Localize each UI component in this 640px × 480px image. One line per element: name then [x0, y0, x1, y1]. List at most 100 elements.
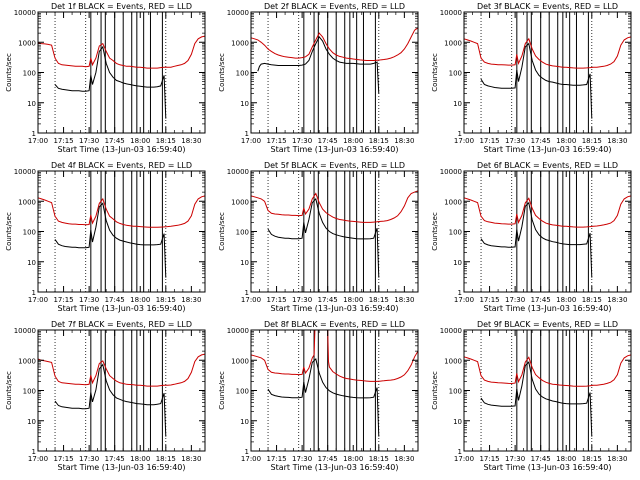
panel-title: Det 3f BLACK = Events, RED = LLD — [477, 2, 618, 11]
x-tick-label: 17:15 — [479, 137, 499, 145]
x-tick-label: 18:15 — [582, 455, 602, 463]
x-tick-label: 17:15 — [266, 455, 286, 463]
y-tick-label: 10 — [27, 418, 36, 426]
panel-det-3: Det 3f BLACK = Events, RED = LLD Counts/s… — [431, 2, 632, 154]
x-tick-label: 18:00 — [130, 137, 150, 145]
y-tick-label: 1000 — [231, 357, 249, 365]
y-tick-label: 10 — [27, 259, 36, 267]
x-tick-label: 18:30 — [607, 137, 627, 145]
y-tick-label: 1000 — [444, 39, 462, 47]
panel-det-5: Det 5f BLACK = Events, RED = LLD Counts/s… — [218, 161, 419, 313]
y-tick-label: 1 — [245, 448, 249, 456]
y-tick-label: 10000 — [227, 327, 249, 335]
x-tick-label: 18:15 — [156, 137, 176, 145]
y-tick-label: 100 — [449, 70, 462, 78]
y-axis-label: Counts/sec — [431, 53, 439, 92]
x-tick-label: 17:15 — [53, 455, 73, 463]
x-tick-label: 17:45 — [105, 137, 125, 145]
y-axis-label: Counts/sec — [218, 212, 226, 251]
x-tick-label: 17:00 — [28, 455, 48, 463]
series-line-events — [54, 202, 167, 278]
x-axis-label: Start Time (13-Jun-03 16:59:40) — [484, 304, 612, 313]
x-tick-label: 17:45 — [105, 455, 125, 463]
plot-frame — [250, 11, 419, 134]
y-tick-label: 10000 — [14, 327, 36, 335]
y-tick-label: 10000 — [440, 9, 462, 17]
y-tick-label: 1 — [32, 448, 36, 456]
series-line-lld — [463, 195, 632, 228]
series-line-events — [480, 201, 593, 278]
panel-det-4: Det 4f BLACK = Events, RED = LLD Counts/s… — [5, 161, 206, 313]
panel-title: Det 4f BLACK = Events, RED = LLD — [51, 161, 192, 170]
x-tick-label: 17:30 — [292, 137, 312, 145]
plot-frame — [463, 329, 632, 452]
y-tick-label: 100 — [23, 70, 36, 78]
x-tick-label: 17:15 — [266, 137, 286, 145]
x-axis-label: Start Time (13-Jun-03 16:59:40) — [484, 463, 612, 472]
plot-frame — [37, 11, 206, 134]
series-line-lld — [463, 36, 632, 69]
y-tick-label: 1 — [458, 289, 462, 297]
x-tick-label: 18:30 — [181, 296, 201, 304]
x-tick-label: 18:15 — [369, 455, 389, 463]
y-tick-label: 1 — [245, 289, 249, 297]
panel-title: Det 6f BLACK = Events, RED = LLD — [477, 161, 618, 170]
y-tick-label: 1000 — [18, 357, 36, 365]
panel-det-9: Det 9f BLACK = Events, RED = LLD Counts/s… — [431, 320, 632, 472]
y-tick-label: 1000 — [231, 39, 249, 47]
y-tick-label: 1 — [458, 448, 462, 456]
x-tick-label: 18:00 — [556, 296, 576, 304]
y-axis-label: Counts/sec — [5, 53, 13, 92]
x-tick-label: 17:45 — [318, 137, 338, 145]
y-tick-label: 10000 — [227, 9, 249, 17]
series-line-events — [267, 358, 380, 437]
x-tick-label: 18:00 — [556, 455, 576, 463]
panel-det-1: Det 1f BLACK = Events, RED = LLD Counts/s… — [5, 2, 206, 154]
x-tick-label: 18:30 — [181, 137, 201, 145]
y-tick-label: 100 — [23, 388, 36, 396]
y-tick-label: 10000 — [440, 327, 462, 335]
y-tick-label: 1 — [458, 130, 462, 138]
x-tick-label: 18:15 — [156, 296, 176, 304]
y-tick-label: 10000 — [14, 168, 36, 176]
x-axis-label: Start Time (13-Jun-03 16:59:40) — [58, 304, 186, 313]
y-tick-label: 10000 — [227, 168, 249, 176]
x-tick-label: 17:15 — [53, 137, 73, 145]
series-line-lld — [463, 354, 632, 387]
x-axis-label: Start Time (13-Jun-03 16:59:40) — [271, 463, 399, 472]
x-tick-label: 17:30 — [292, 296, 312, 304]
x-tick-label: 18:30 — [394, 455, 414, 463]
x-tick-label: 17:00 — [454, 296, 474, 304]
y-tick-label: 10000 — [440, 168, 462, 176]
y-axis-label: Counts/sec — [431, 212, 439, 251]
x-tick-label: 18:30 — [394, 296, 414, 304]
x-tick-label: 17:00 — [454, 137, 474, 145]
x-tick-label: 18:00 — [556, 137, 576, 145]
y-tick-label: 10000 — [14, 9, 36, 17]
x-tick-label: 18:30 — [607, 455, 627, 463]
y-tick-label: 10 — [453, 259, 462, 267]
x-tick-label: 18:15 — [582, 296, 602, 304]
series-line-lld — [250, 329, 419, 382]
y-tick-label: 1 — [32, 130, 36, 138]
series-line-lld — [37, 195, 206, 228]
x-tick-label: 18:00 — [130, 296, 150, 304]
y-tick-label: 1 — [32, 289, 36, 297]
y-tick-label: 100 — [236, 70, 249, 78]
y-tick-label: 10 — [453, 418, 462, 426]
x-tick-label: 17:30 — [79, 296, 99, 304]
plot-frame — [463, 11, 632, 134]
series-line-lld — [37, 35, 206, 69]
series-line-events — [54, 363, 167, 437]
panel-det-7: Det 7f BLACK = Events, RED = LLD Counts/s… — [5, 320, 206, 472]
x-tick-label: 18:30 — [607, 296, 627, 304]
series-line-events — [257, 35, 380, 94]
x-tick-label: 17:30 — [505, 296, 525, 304]
y-tick-label: 100 — [449, 388, 462, 396]
panel-title: Det 8f BLACK = Events, RED = LLD — [264, 320, 405, 329]
panel-det-6: Det 6f BLACK = Events, RED = LLD Counts/s… — [431, 161, 632, 313]
panel-title: Det 2f BLACK = Events, RED = LLD — [264, 2, 405, 11]
x-tick-label: 18:30 — [394, 137, 414, 145]
y-tick-label: 10 — [453, 100, 462, 108]
series-line-lld — [37, 353, 206, 387]
